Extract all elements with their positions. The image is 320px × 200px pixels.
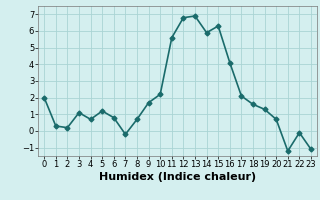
X-axis label: Humidex (Indice chaleur): Humidex (Indice chaleur) (99, 172, 256, 182)
